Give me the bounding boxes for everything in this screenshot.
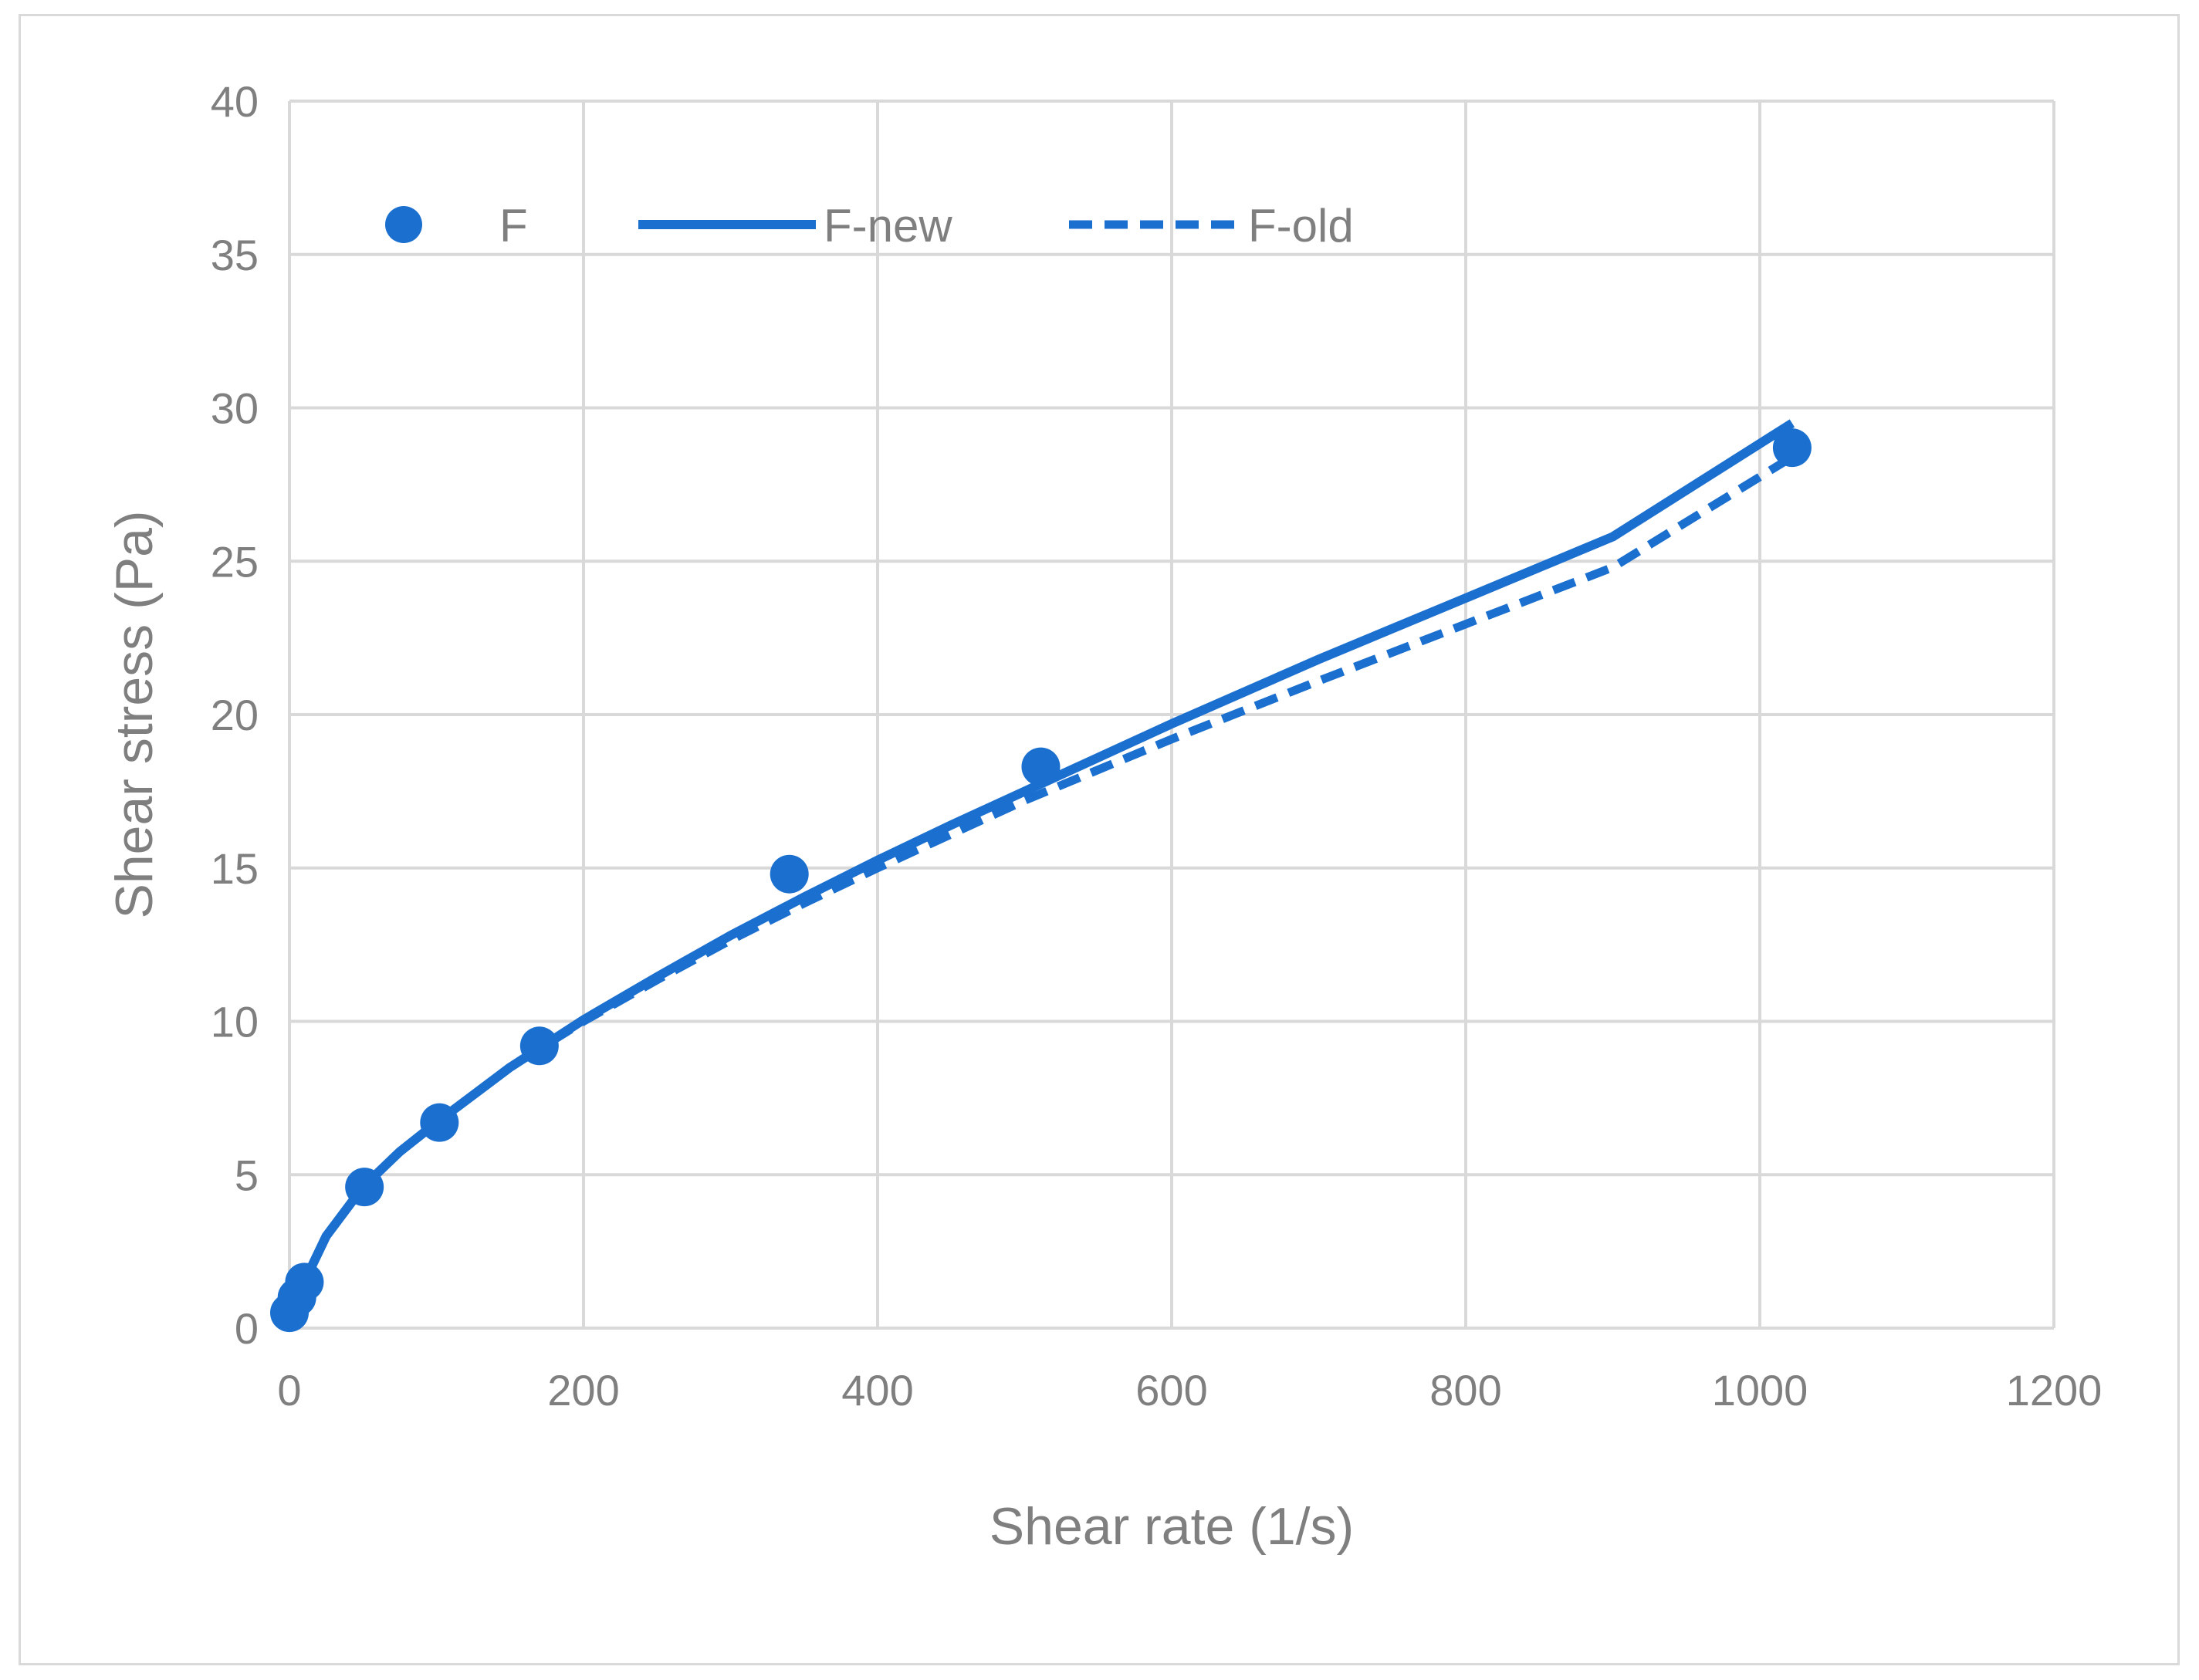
y-tick-label: 10 bbox=[211, 998, 259, 1046]
legend-label-f-old: F-old bbox=[1248, 200, 1354, 252]
data-point bbox=[519, 1026, 559, 1066]
y-tick-label: 35 bbox=[211, 231, 259, 279]
y-tick-label: 30 bbox=[211, 384, 259, 433]
series-line-f-new bbox=[285, 419, 1795, 1321]
x-tick-label: 0 bbox=[277, 1366, 301, 1415]
legend-marker-f bbox=[385, 206, 422, 243]
legend-label-f-new: F-new bbox=[824, 200, 952, 252]
y-tick-label: 5 bbox=[235, 1151, 259, 1199]
gridlines bbox=[288, 100, 2055, 1330]
shear-stress-chart: 0 200 400 600 800 1000 1200 0 5 10 15 20 25 30 35 40 S… bbox=[105, 77, 2102, 1556]
series-group bbox=[270, 419, 1812, 1333]
legend-label-f: F bbox=[499, 200, 528, 252]
legend: F F-new F-old bbox=[385, 200, 1354, 252]
y-tick-label: 40 bbox=[211, 77, 259, 126]
x-tick-label: 1200 bbox=[2006, 1366, 2103, 1415]
data-point bbox=[1772, 428, 1812, 468]
y-axis-title: Shear stress (Pa) bbox=[105, 510, 164, 918]
y-tick-labels: 0 5 10 15 20 25 30 35 40 bbox=[211, 77, 259, 1353]
y-tick-label: 15 bbox=[211, 844, 259, 893]
x-tick-label: 200 bbox=[547, 1366, 619, 1415]
x-tick-label: 800 bbox=[1429, 1366, 1501, 1415]
series-line-f-old bbox=[285, 453, 1795, 1320]
x-tick-label: 400 bbox=[841, 1366, 913, 1415]
data-point bbox=[770, 854, 809, 894]
data-point bbox=[345, 1168, 384, 1207]
data-point bbox=[285, 1263, 324, 1302]
x-tick-label: 1000 bbox=[1712, 1366, 1808, 1415]
x-axis-title: Shear rate (1/s) bbox=[990, 1497, 1354, 1556]
x-tick-label: 600 bbox=[1135, 1366, 1207, 1415]
data-point bbox=[420, 1103, 459, 1142]
data-point bbox=[1021, 747, 1061, 786]
y-tick-label: 0 bbox=[235, 1304, 259, 1353]
y-tick-label: 25 bbox=[211, 537, 259, 586]
y-tick-label: 20 bbox=[211, 691, 259, 739]
chart-frame: 0 200 400 600 800 1000 1200 0 5 10 15 20 25 30 35 40 S… bbox=[19, 14, 2180, 1665]
x-tick-labels: 0 200 400 600 800 1000 1200 bbox=[277, 1366, 2102, 1415]
